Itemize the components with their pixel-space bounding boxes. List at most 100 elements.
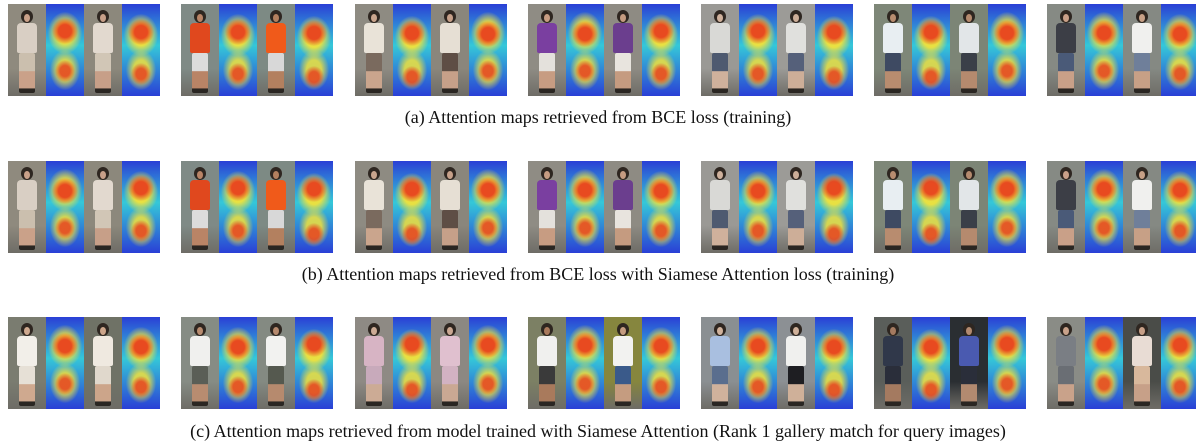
image-pair-group [181, 161, 333, 253]
person-photo [701, 317, 739, 409]
attention-heatmap [393, 4, 431, 96]
attention-heatmap [469, 161, 507, 253]
person-photo [950, 317, 988, 409]
caption-b: (b) Attention maps retrieved from BCE lo… [301, 264, 895, 284]
person-photo [701, 4, 739, 96]
person-photo [84, 317, 122, 409]
person-photo [604, 4, 642, 96]
attention-row-b [0, 161, 1196, 253]
person-photo [257, 161, 295, 253]
attention-heatmap [122, 4, 160, 96]
person-photo [8, 317, 46, 409]
attention-heatmap [988, 4, 1026, 96]
person-photo [604, 161, 642, 253]
attention-heatmap [393, 161, 431, 253]
attention-heatmap [1161, 317, 1196, 409]
attention-heatmap [912, 317, 950, 409]
attention-row-c [0, 317, 1196, 409]
image-pair-group [1047, 161, 1196, 253]
person-photo [1123, 4, 1161, 96]
person-photo [431, 317, 469, 409]
attention-heatmap [815, 4, 853, 96]
attention-heatmap [46, 317, 84, 409]
attention-heatmap [739, 4, 777, 96]
person-photo [84, 161, 122, 253]
person-photo [950, 4, 988, 96]
attention-heatmap [566, 161, 604, 253]
image-pair-group [528, 317, 680, 409]
image-pair-group [181, 4, 333, 96]
person-photo [777, 4, 815, 96]
person-photo [1123, 161, 1161, 253]
attention-heatmap [1085, 317, 1123, 409]
attention-heatmap [642, 4, 680, 96]
person-photo [355, 161, 393, 253]
person-photo [257, 4, 295, 96]
image-pair-group [355, 4, 507, 96]
attention-heatmap [219, 317, 257, 409]
attention-heatmap [912, 4, 950, 96]
person-photo [604, 317, 642, 409]
person-photo [874, 161, 912, 253]
image-pair-group [8, 4, 160, 96]
attention-heatmap [1161, 161, 1196, 253]
attention-heatmap [566, 4, 604, 96]
person-photo [1123, 317, 1161, 409]
attention-heatmap [122, 161, 160, 253]
person-photo [777, 161, 815, 253]
image-pair-group [701, 317, 853, 409]
attention-heatmap [46, 4, 84, 96]
attention-heatmap [1161, 4, 1196, 96]
attention-heatmap [642, 161, 680, 253]
image-pair-group [874, 317, 1026, 409]
image-pair-group [8, 317, 160, 409]
attention-row-a [0, 4, 1196, 96]
image-pair-group [528, 4, 680, 96]
person-photo [528, 317, 566, 409]
attention-heatmap [642, 317, 680, 409]
attention-heatmap [988, 161, 1026, 253]
attention-heatmap [815, 161, 853, 253]
attention-heatmap [815, 317, 853, 409]
attention-heatmap [469, 317, 507, 409]
person-photo [8, 4, 46, 96]
image-pair-group [874, 4, 1026, 96]
image-pair-group [8, 161, 160, 253]
person-photo [950, 161, 988, 253]
person-photo [777, 317, 815, 409]
image-pair-group [874, 161, 1026, 253]
person-photo [874, 317, 912, 409]
attention-heatmap [739, 317, 777, 409]
attention-heatmap [739, 161, 777, 253]
attention-heatmap [295, 317, 333, 409]
attention-heatmap [219, 4, 257, 96]
image-pair-group [701, 161, 853, 253]
attention-heatmap [1085, 161, 1123, 253]
person-photo [181, 4, 219, 96]
person-photo [874, 4, 912, 96]
attention-heatmap [1085, 4, 1123, 96]
person-photo [8, 161, 46, 253]
attention-heatmap [988, 317, 1026, 409]
attention-heatmap [566, 317, 604, 409]
image-pair-group [355, 161, 507, 253]
attention-heatmap [295, 4, 333, 96]
caption-c: (c) Attention maps retrieved from model … [190, 421, 1006, 441]
person-photo [701, 161, 739, 253]
image-pair-group [1047, 317, 1196, 409]
person-photo [1047, 161, 1085, 253]
person-photo [84, 4, 122, 96]
person-photo [181, 317, 219, 409]
person-photo [355, 4, 393, 96]
person-photo [1047, 4, 1085, 96]
attention-heatmap [295, 161, 333, 253]
person-photo [528, 161, 566, 253]
attention-heatmap [469, 4, 507, 96]
image-pair-group [181, 317, 333, 409]
image-pair-group [1047, 4, 1196, 96]
person-photo [431, 4, 469, 96]
attention-heatmap [393, 317, 431, 409]
person-photo [528, 4, 566, 96]
attention-heatmap [912, 161, 950, 253]
